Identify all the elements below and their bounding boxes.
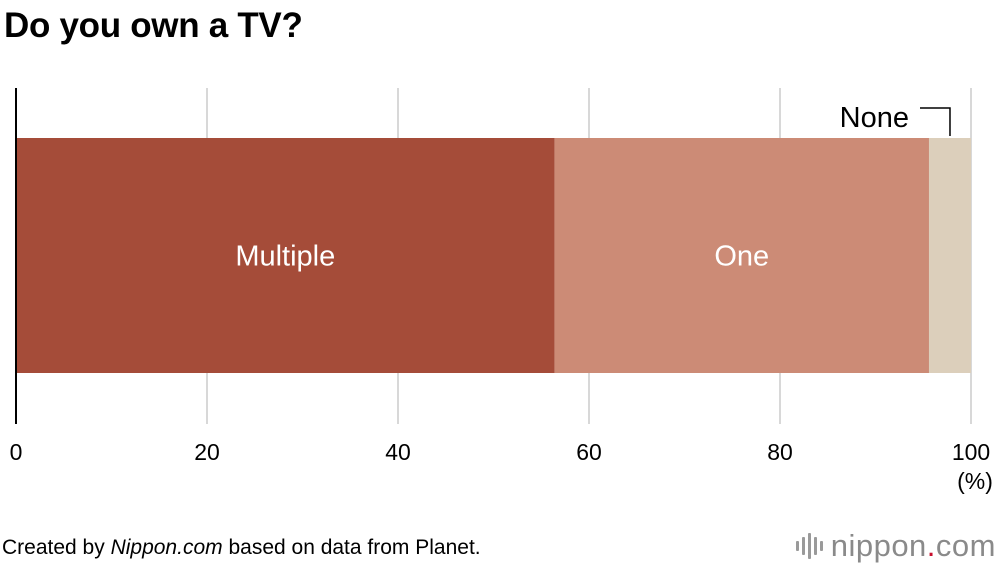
chart-title: Do you own a TV? <box>4 6 303 45</box>
source-credit: Created by Nippon.com based on data from… <box>2 536 481 560</box>
nippon-logo: nippon.com <box>795 528 996 564</box>
x-tick-label-60: 60 <box>576 439 602 465</box>
x-tick-label-0: 0 <box>10 439 23 465</box>
segment-label-multiple: Multiple <box>235 241 335 273</box>
credit-suffix: based on data from Planet. <box>222 536 481 559</box>
callout: None <box>840 102 951 136</box>
x-axis: 0 20 40 60 80 100 (%) <box>10 88 993 494</box>
logo-brand: nippon <box>830 528 927 563</box>
logo-wordmark: nippon.com <box>831 528 996 564</box>
credit-prefix: Created by <box>2 536 111 559</box>
stacked-bar-chart: Multiple One 0 20 40 60 80 100 (%) None <box>10 88 993 494</box>
logo-mark-icon <box>795 531 823 561</box>
x-tick-label-80: 80 <box>767 439 793 465</box>
logo-tld: com <box>935 528 996 563</box>
credit-source: Nippon.com <box>110 536 223 559</box>
x-tick-label-100: 100 <box>952 439 990 465</box>
bar-segment-none <box>928 138 971 373</box>
segment-labels: Multiple One <box>235 241 769 273</box>
bar-segments <box>16 138 971 373</box>
logo-dot: . <box>926 528 936 563</box>
segment-label-one: One <box>714 241 769 273</box>
callout-label-none: None <box>840 102 909 134</box>
x-unit-label: (%) <box>957 468 993 494</box>
bar-segment-one <box>554 138 929 373</box>
bar-segment-multiple <box>16 138 555 373</box>
x-tick-label-40: 40 <box>385 439 411 465</box>
callout-leader-none <box>920 107 951 136</box>
x-tick-label-20: 20 <box>194 439 220 465</box>
